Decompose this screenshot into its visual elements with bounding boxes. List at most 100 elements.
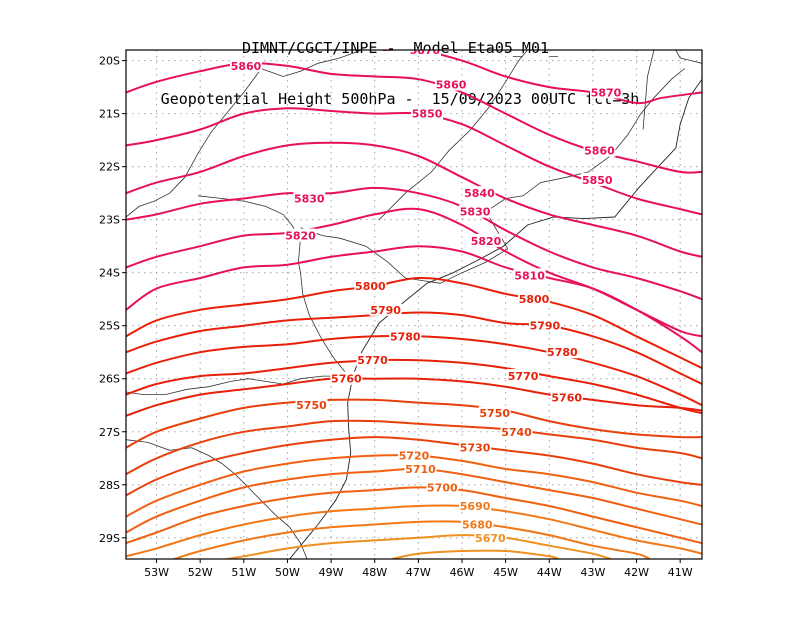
contour-label-bg [550,390,583,404]
contour-label: 5770 [508,370,539,383]
contour-5750 [126,398,702,449]
contour-label-bg [398,448,430,462]
contour-label: 5780 [390,330,421,343]
lon-tick-label: 46W [450,566,475,579]
contour-label-bg [408,50,441,56]
contour-label: 5850 [412,108,443,121]
contour-label: 5870 [591,86,622,99]
contour-label-bg [459,498,492,512]
contour-label: 5750 [296,399,327,412]
contour-label-bg [583,143,616,157]
lon-tick-label: 53W [144,566,169,579]
contour-label-bg [356,353,389,367]
contour-label-bg [354,278,387,292]
lat-tick-label: 21S [99,108,120,121]
contour-5780 [126,335,702,407]
contour-5800 [126,276,702,370]
contour-5810 [126,245,702,354]
contour-label: 5690 [460,500,491,513]
contour-labels: 5870 5870 5860 5860 5860 5850 5850 5840 5830 5830… [230,44,622,545]
contour-label-bg [459,204,492,218]
state-boundary [642,50,655,130]
map-frame [125,49,703,560]
contour-label: 5720 [399,450,430,463]
state-boundaries [126,50,702,559]
lat-tick-label: 20S [99,55,120,68]
contour-label: 5790 [370,304,401,317]
lat-tick-label: 26S [99,373,120,386]
contour-label-bg [369,302,402,316]
contour-label: 5790 [530,320,561,333]
contour-label: 5680 [462,519,493,532]
contour-5860 [126,62,702,174]
contour-5790 [126,311,702,385]
state-boundary [300,227,509,284]
lat-tick-label: 23S [99,214,120,227]
state-boundary [197,195,349,377]
contour-label: 5770 [357,354,388,367]
contour-label-bg [590,85,622,99]
contour-label: 5710 [405,463,436,476]
contour-5770 [126,358,702,415]
contour-label: 5760 [331,373,362,386]
contour-label: 5760 [551,391,582,404]
contour-label: 5840 [464,187,495,200]
axis-ticks: 20S 21S 22S 23S 24S 25S 26S 27S 28S 29S 53W 52W 51W 5… [99,55,693,579]
contour-label-bg [389,329,422,343]
contour-label-bg [500,424,533,438]
contour-label-bg [470,233,502,247]
contour-5730 [126,436,702,497]
contour-5680 [173,520,651,559]
lat-tick-label: 27S [99,426,120,439]
lat-tick-label: 29S [99,532,120,545]
contour-label: 5820 [285,230,316,243]
lon-tick-label: 50W [275,566,300,579]
contour-5700 [126,486,702,545]
lon-tick-label: 41W [668,566,693,579]
state-boundary [485,68,685,250]
contour-label-bg [459,440,492,454]
coastline-path [289,78,702,559]
contour-label: 5780 [547,346,578,359]
contour-label-bg [461,517,494,531]
contour-label-bg [528,318,561,332]
grid-lines [126,50,702,559]
state-boundary [126,375,345,395]
lon-tick-label: 44W [537,566,562,579]
state-boundary [675,50,702,64]
contour-label: 5870 [410,44,441,57]
contour-label: 5750 [479,407,510,420]
contour-5670 [225,534,612,559]
contour-label-bg [581,172,614,186]
contour-5830 [126,186,702,301]
contour-label-bg [293,191,326,205]
contour-label-bg [330,371,363,385]
contour-lines [126,50,702,559]
lon-tick-label: 43W [580,566,605,579]
state-boundary [126,50,362,218]
lon-tick-label: 48W [362,566,387,579]
contour-label: 5810 [514,269,545,282]
contour-label-bg [513,268,546,282]
contour-label-bg [230,58,262,72]
contour-label-bg [478,406,511,420]
contour-5740 [126,419,702,476]
contour-label: 5740 [501,426,532,439]
contour-label-bg [518,292,550,306]
contour-5690 [126,504,702,558]
contour-label-bg [404,461,437,475]
lon-tick-label: 49W [319,566,344,579]
state-boundary [378,50,528,220]
lon-tick-label: 45W [493,566,518,579]
contour-label: 5860 [584,145,615,158]
map-title: DIMNT/CGCT/INPE - Model Eta05_M01_ Geopo… [0,6,800,125]
lat-tick-label: 28S [99,479,120,492]
contour-label: 5700 [427,481,458,494]
contour-label-bg [284,228,317,242]
contour-5850 [126,107,702,216]
lat-tick-label: 24S [99,267,120,280]
contour-5870 [382,50,702,105]
contour-label-bg [295,398,328,412]
lon-tick-label: 47W [406,566,431,579]
